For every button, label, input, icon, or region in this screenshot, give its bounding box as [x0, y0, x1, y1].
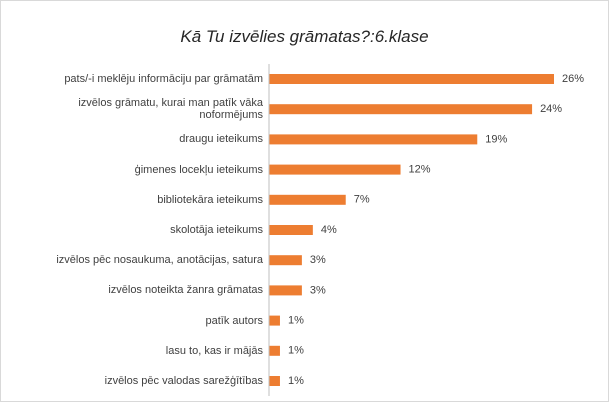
- bar: [269, 134, 478, 145]
- bar: [269, 315, 280, 326]
- category-label: izvēlos grāmatu, kurai man patīk vāka no…: [78, 97, 263, 122]
- data-label: 7%: [354, 194, 370, 206]
- category-label: ģimenes locekļu ieteikums: [134, 163, 263, 176]
- bar: [269, 104, 533, 115]
- bar: [269, 225, 313, 235]
- data-label: 1%: [288, 315, 304, 327]
- category-label: skolotāja ieteikums: [170, 224, 263, 236]
- category-label: lasu to, kas ir mājās: [165, 344, 263, 357]
- category-label: izvēlos pēc valodas sarežģītības: [104, 375, 263, 387]
- category-label: pats/-i meklēju informāciju par grāmatām: [64, 73, 263, 85]
- category-label: draugu ieteikums: [179, 133, 263, 146]
- data-label: 26%: [562, 73, 584, 85]
- data-label: 3%: [310, 254, 326, 266]
- bar: [269, 164, 401, 175]
- data-label: 24%: [540, 103, 562, 115]
- data-label: 19%: [485, 133, 507, 145]
- data-label: 4%: [321, 224, 337, 236]
- category-label: izvēlos pēc nosaukuma, anotācijas, satur…: [56, 254, 263, 267]
- data-label: 12%: [409, 164, 431, 176]
- chart-title: Kā Tu izvēlies grāmatas?:6.klase: [180, 27, 429, 46]
- bar: [269, 194, 346, 205]
- bar: [269, 255, 302, 266]
- category-label: bibliotekāra ieteikums: [157, 193, 263, 206]
- bar: [269, 345, 280, 356]
- data-label: 1%: [288, 375, 304, 387]
- data-label: 1%: [288, 345, 304, 357]
- bar: [269, 376, 280, 386]
- category-label: patīk autors: [205, 314, 263, 327]
- data-label: 3%: [310, 284, 326, 296]
- bar: [269, 74, 554, 84]
- category-label: izvēlos noteikta žanra grāmatas: [108, 284, 263, 297]
- bar: [269, 285, 302, 296]
